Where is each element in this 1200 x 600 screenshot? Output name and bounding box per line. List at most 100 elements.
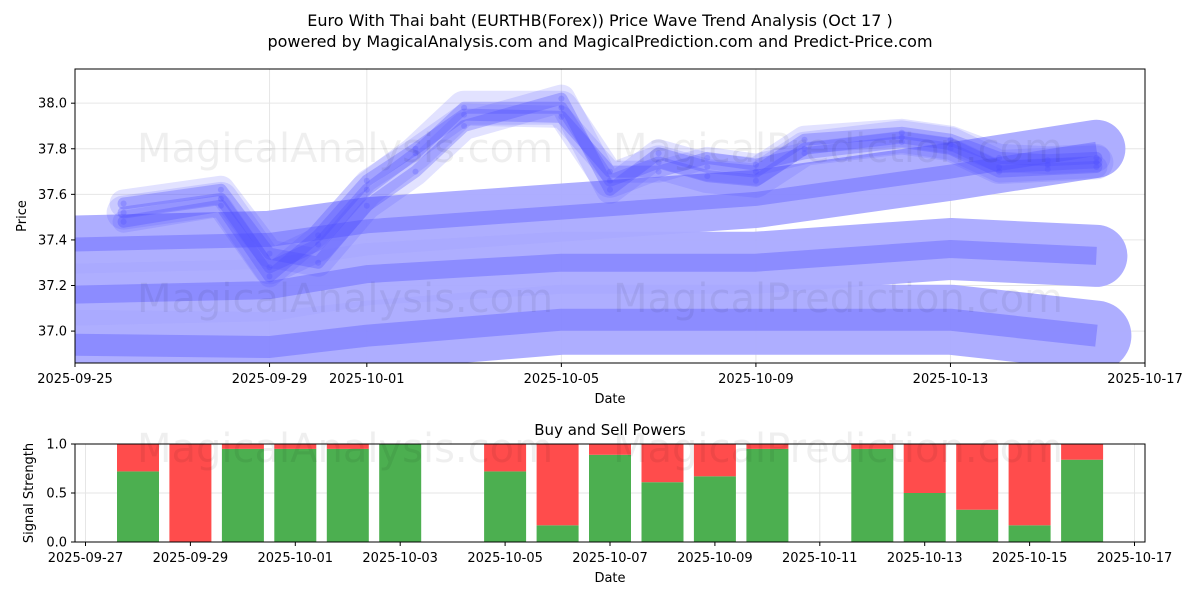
sell-bar bbox=[169, 444, 212, 542]
powers-x-tick-label: 2025-10-15 bbox=[992, 551, 1068, 566]
wave-point bbox=[898, 134, 905, 141]
wave-point bbox=[120, 209, 127, 216]
price-waves bbox=[106, 84, 1114, 288]
price-y-label: Price bbox=[15, 200, 30, 232]
powers-x-tick-label: 2025-09-27 bbox=[48, 551, 124, 566]
wave-point bbox=[266, 264, 273, 271]
wave-point bbox=[752, 168, 759, 175]
price-x-tick-label: 2025-10-01 bbox=[329, 372, 405, 387]
watermark-prediction-top: MagicalPrediction.com bbox=[613, 126, 1063, 172]
price-y-tick-label: 37.4 bbox=[38, 233, 67, 248]
wave-point bbox=[1093, 154, 1100, 161]
price-x-tick-label: 2025-10-17 bbox=[1107, 372, 1183, 387]
wave-point bbox=[898, 138, 905, 145]
buy-bar bbox=[903, 493, 946, 542]
chart-title: Euro With Thai baht (EURTHB(Forex)) Pric… bbox=[307, 11, 892, 30]
powers-x-tick-label: 2025-10-07 bbox=[572, 551, 648, 566]
wave-point bbox=[1093, 159, 1100, 166]
wave-point bbox=[898, 129, 905, 136]
powers-x-tick-label: 2025-10-11 bbox=[782, 551, 858, 566]
band-line-2 bbox=[75, 218, 1128, 326]
buy-bar bbox=[1008, 525, 1051, 542]
wave-point bbox=[801, 136, 808, 143]
wave-halo-3 bbox=[112, 103, 1108, 288]
wave-point bbox=[315, 259, 322, 266]
powers-x-tick-label: 2025-10-13 bbox=[887, 551, 963, 566]
sell-bar bbox=[326, 444, 369, 449]
price-bands bbox=[75, 119, 1132, 363]
buy-bar bbox=[484, 471, 527, 542]
sell-bar bbox=[1061, 444, 1104, 460]
buy-bar bbox=[536, 525, 579, 542]
buy-bar bbox=[851, 448, 894, 542]
buy-bar bbox=[379, 444, 422, 542]
price-x-tick-label: 2025-10-09 bbox=[718, 372, 794, 387]
band-line-3 bbox=[75, 119, 1126, 274]
wave-point bbox=[947, 141, 954, 148]
buy-bar bbox=[326, 448, 369, 542]
wave-point bbox=[120, 200, 127, 207]
wave-point bbox=[412, 145, 419, 152]
price-ticks: 37.0 37.2 37.4 37.6 37.8 38.0 2025-09-25 2025-0… bbox=[37, 97, 1183, 387]
wave-point bbox=[558, 104, 565, 111]
sell-bar bbox=[851, 444, 894, 449]
wave-point bbox=[266, 273, 273, 280]
wave-point bbox=[607, 168, 613, 175]
band-line-1 bbox=[75, 284, 1132, 363]
wave-point bbox=[801, 145, 808, 152]
wave-point bbox=[655, 159, 662, 166]
wave-point bbox=[996, 154, 1003, 161]
wave-point bbox=[558, 95, 565, 102]
wave-point bbox=[217, 186, 224, 193]
wave-point bbox=[217, 202, 224, 209]
wave-point bbox=[266, 250, 273, 257]
wave-point bbox=[704, 164, 711, 170]
powers-x-tick-label: 2025-10-09 bbox=[677, 551, 753, 566]
wave-point bbox=[704, 173, 711, 180]
powers-bars bbox=[117, 444, 1104, 542]
wave-point bbox=[607, 177, 613, 184]
wave-point bbox=[1044, 161, 1051, 168]
wave-point bbox=[704, 154, 711, 161]
buy-bar bbox=[589, 454, 631, 542]
wave-point bbox=[801, 150, 808, 157]
wave-point bbox=[217, 195, 224, 202]
sell-bar bbox=[956, 444, 999, 510]
wave-line-2 bbox=[117, 92, 1103, 269]
watermark-prediction-mid: MagicalPrediction.com bbox=[613, 276, 1063, 322]
powers-y-tick-label: 1.0 bbox=[46, 438, 67, 453]
buy-bar bbox=[746, 448, 789, 542]
powers-y-tick-label: 0.5 bbox=[46, 487, 67, 502]
wave-point bbox=[363, 202, 370, 209]
price-x-tick-label: 2025-10-13 bbox=[913, 372, 989, 387]
buy-bar bbox=[956, 509, 999, 542]
sell-bar bbox=[274, 444, 317, 449]
buy-bar bbox=[117, 471, 159, 542]
powers-ticks: 0.0 0.5 1.0 2025-09-27 2025-09-29 2025-10-01 2… bbox=[46, 438, 1172, 567]
wave-point bbox=[947, 145, 954, 152]
sell-bar bbox=[484, 444, 527, 472]
wave-point bbox=[1044, 166, 1051, 173]
price-axes-frame bbox=[74, 68, 1146, 364]
wave-line-3 bbox=[117, 108, 1103, 283]
powers-x-tick-label: 2025-09-29 bbox=[153, 551, 229, 566]
price-y-tick-label: 37.0 bbox=[38, 325, 67, 340]
wave-point bbox=[607, 186, 613, 193]
wave-point bbox=[315, 232, 322, 239]
wave-point bbox=[1044, 157, 1051, 164]
wave-point bbox=[412, 168, 419, 175]
sell-bar bbox=[746, 444, 789, 449]
wave-point bbox=[996, 164, 1003, 170]
buy-bar bbox=[274, 448, 317, 542]
buy-bar bbox=[1061, 459, 1104, 542]
price-x-tick-label: 2025-10-05 bbox=[524, 372, 600, 387]
band-core-3 bbox=[75, 141, 1098, 252]
price-x-tick-label: 2025-09-25 bbox=[37, 372, 113, 387]
wave-point bbox=[655, 168, 662, 175]
price-y-tick-label: 38.0 bbox=[38, 97, 67, 112]
powers-x-tick-label: 2025-10-03 bbox=[362, 551, 438, 566]
wave-halo-2 bbox=[109, 84, 1111, 277]
powers-x-label: Date bbox=[594, 571, 625, 586]
price-x-tick-label: 2025-09-29 bbox=[232, 372, 308, 387]
